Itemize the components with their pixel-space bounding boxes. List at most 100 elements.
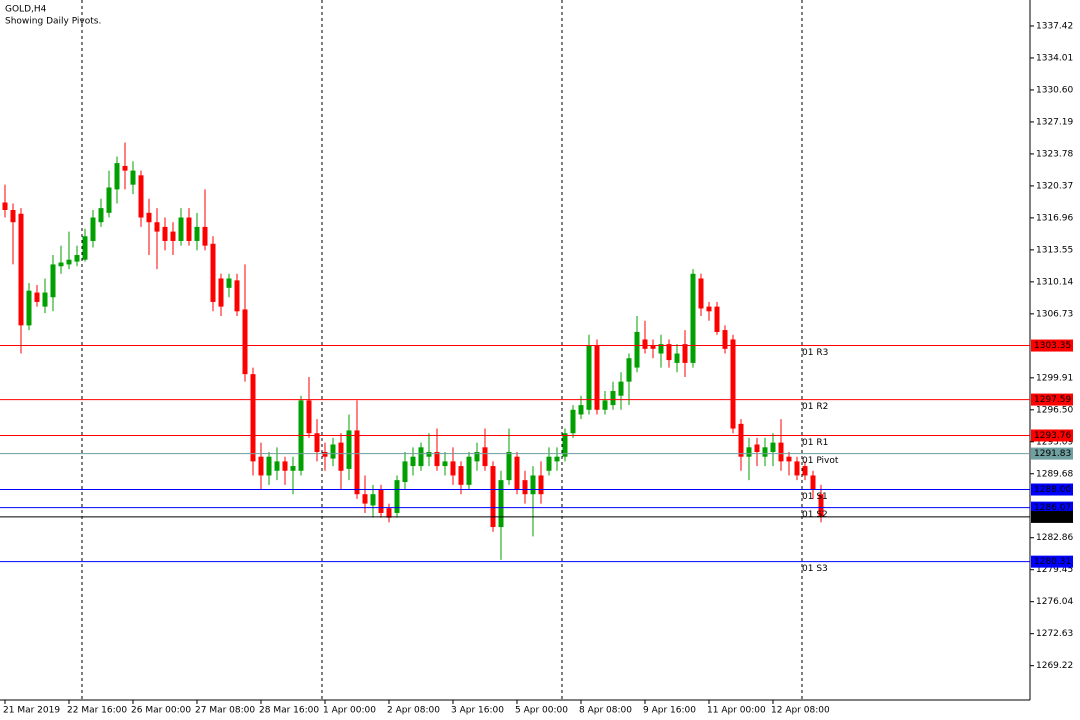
candle-body xyxy=(706,306,712,312)
candle-body xyxy=(730,339,736,429)
candle-body xyxy=(338,442,344,471)
candle-body xyxy=(578,405,584,415)
candle-body xyxy=(146,212,152,223)
candle-body xyxy=(226,278,232,288)
candle-body xyxy=(634,331,640,368)
candle-body xyxy=(154,222,160,232)
candle-body xyxy=(98,208,104,223)
pivot-name: 01 S3 xyxy=(802,564,828,574)
x-tick-label: 5 Apr 00:00 xyxy=(515,706,568,716)
y-tick-label: 1269.22 xyxy=(1036,661,1073,671)
price-box xyxy=(1031,483,1073,496)
x-tick-label: 28 Mar 16:00 xyxy=(259,706,319,716)
candle-body xyxy=(114,163,120,190)
candle-body xyxy=(474,452,480,462)
candle-body xyxy=(698,278,704,309)
candle-body xyxy=(186,217,192,241)
price-box xyxy=(1031,447,1073,460)
candle-body xyxy=(82,236,88,260)
candle-body xyxy=(402,461,408,483)
price-box xyxy=(1031,393,1073,406)
price-box-label: 1280.31 xyxy=(1034,557,1071,567)
candle-body xyxy=(778,442,784,462)
y-tick-label: 1282.86 xyxy=(1036,533,1073,543)
candle-body xyxy=(754,444,760,453)
candle-body xyxy=(266,456,272,476)
x-tick-label: 21 Mar 2019 xyxy=(3,706,60,716)
candle-body xyxy=(26,290,32,326)
candle-body xyxy=(538,475,544,495)
pivot-name: 01 R1 xyxy=(802,438,828,448)
y-tick-label: 1320.37 xyxy=(1036,181,1073,191)
candle-body xyxy=(34,292,40,302)
chart-subtitle: Showing Daily Pivots. xyxy=(5,17,101,27)
y-tick-label: 1330.60 xyxy=(1036,85,1073,95)
candle-body xyxy=(234,280,240,312)
candle-body xyxy=(2,202,8,211)
chart-title: GOLD,H4 xyxy=(5,5,47,15)
candle-body xyxy=(818,494,824,517)
candle-body xyxy=(378,489,384,513)
x-tick-label: 11 Apr 00:00 xyxy=(707,706,766,716)
candle-body xyxy=(66,259,72,265)
candle-body xyxy=(354,430,360,495)
candle-body xyxy=(466,456,472,485)
price-box-label: 1291.83 xyxy=(1034,449,1071,459)
candle-body xyxy=(562,433,568,457)
y-tick-label: 1272.63 xyxy=(1036,629,1073,639)
candle-body xyxy=(306,400,312,434)
candle-body xyxy=(650,346,656,349)
candle-body xyxy=(610,391,616,406)
y-tick-label: 1289.68 xyxy=(1036,469,1073,479)
pivot-name: 01 S1 xyxy=(802,492,828,502)
candle-body xyxy=(210,243,216,302)
candle-body xyxy=(682,344,688,363)
candle-body xyxy=(514,456,520,490)
candle-body xyxy=(482,447,488,467)
candle-body xyxy=(106,187,112,213)
candle-body xyxy=(162,226,168,241)
candle-body xyxy=(314,433,320,453)
y-tick-label: 1334.01 xyxy=(1036,53,1073,63)
candle-body xyxy=(570,409,576,434)
candle-body xyxy=(122,165,128,171)
candle-body xyxy=(458,466,464,485)
candle-body xyxy=(346,430,352,469)
candle-body xyxy=(618,381,624,396)
y-tick-label: 1316.96 xyxy=(1036,213,1073,223)
x-tick-label: 8 Apr 08:00 xyxy=(579,706,632,716)
y-tick-label: 1293.09 xyxy=(1036,437,1073,447)
candle-body xyxy=(786,456,792,462)
candle-body xyxy=(450,461,456,476)
candle-body xyxy=(770,442,776,453)
price-box xyxy=(1031,555,1073,568)
candle-body xyxy=(218,278,224,307)
candle-body xyxy=(586,346,592,410)
candle-body xyxy=(410,456,416,467)
candle-body xyxy=(762,447,768,457)
candle-body xyxy=(194,226,200,241)
pivot-name: 01 Pivot xyxy=(802,456,839,466)
candle-body xyxy=(394,480,400,513)
price-box xyxy=(1031,339,1073,352)
candle-body xyxy=(506,452,512,481)
candle-body xyxy=(74,255,80,262)
candle-body xyxy=(498,480,504,528)
candle-body xyxy=(522,480,528,495)
candle-body xyxy=(738,423,744,457)
candle-body xyxy=(42,292,48,307)
candle-body xyxy=(602,400,608,410)
candle-body xyxy=(658,344,664,354)
candle-body xyxy=(258,456,264,476)
candle-body xyxy=(490,466,496,528)
candle-body xyxy=(282,461,288,471)
x-tick-label: 22 Mar 16:00 xyxy=(67,706,127,716)
candle-body xyxy=(138,175,144,218)
pivot-name: 01 R3 xyxy=(802,348,828,358)
candle-body xyxy=(674,353,680,363)
pivot-name: 01 R2 xyxy=(802,402,828,412)
candle-body xyxy=(626,358,632,382)
y-tick-label: 1276.04 xyxy=(1036,597,1073,607)
price-box xyxy=(1031,429,1073,442)
